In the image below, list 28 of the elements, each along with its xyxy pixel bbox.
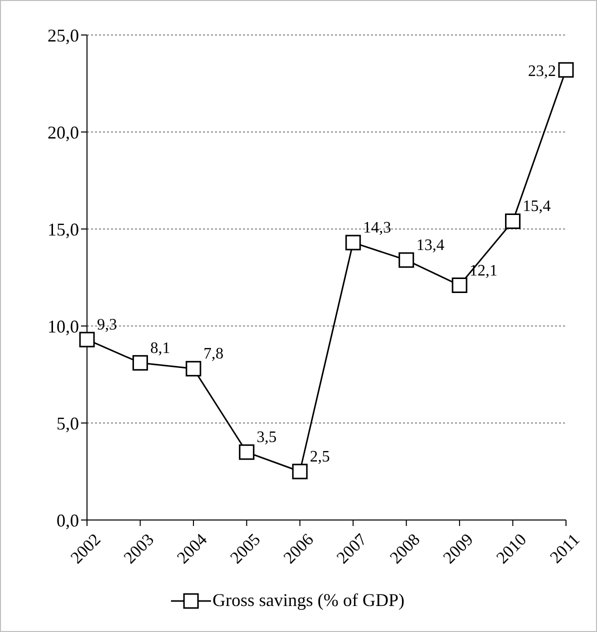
data-label: 2,5 (310, 448, 330, 466)
x-tick-label: 2011 (546, 530, 584, 567)
data-label: 3,5 (256, 429, 277, 446)
y-tick-label: 15,0 (48, 219, 79, 240)
data-label: 9,3 (97, 316, 117, 334)
data-label: 7,8 (203, 346, 224, 363)
data-label: 12,1 (470, 262, 498, 280)
point (79, 332, 95, 348)
point (558, 62, 574, 78)
y-tick-label: 5,0 (56, 413, 79, 434)
point (132, 355, 148, 371)
y-tick-label: 0,0 (56, 510, 79, 530)
legend-label: Gross savings (% of GDP) (212, 590, 404, 611)
point (186, 360, 202, 376)
y-tick-label: 20,0 (48, 122, 79, 142)
y-tick-label: 25,0 (48, 25, 79, 46)
data-label: 14,3 (363, 220, 392, 237)
point (398, 252, 414, 268)
point (345, 234, 361, 250)
point (452, 278, 468, 294)
y-tick-label: 10,0 (48, 316, 79, 336)
point (505, 213, 521, 229)
data-label: 23,2 (528, 62, 556, 80)
data-label: 8,1 (150, 340, 170, 357)
point (292, 464, 308, 480)
data-label: 15,4 (522, 198, 551, 216)
point (238, 444, 254, 460)
data-label: 13,4 (416, 237, 444, 254)
